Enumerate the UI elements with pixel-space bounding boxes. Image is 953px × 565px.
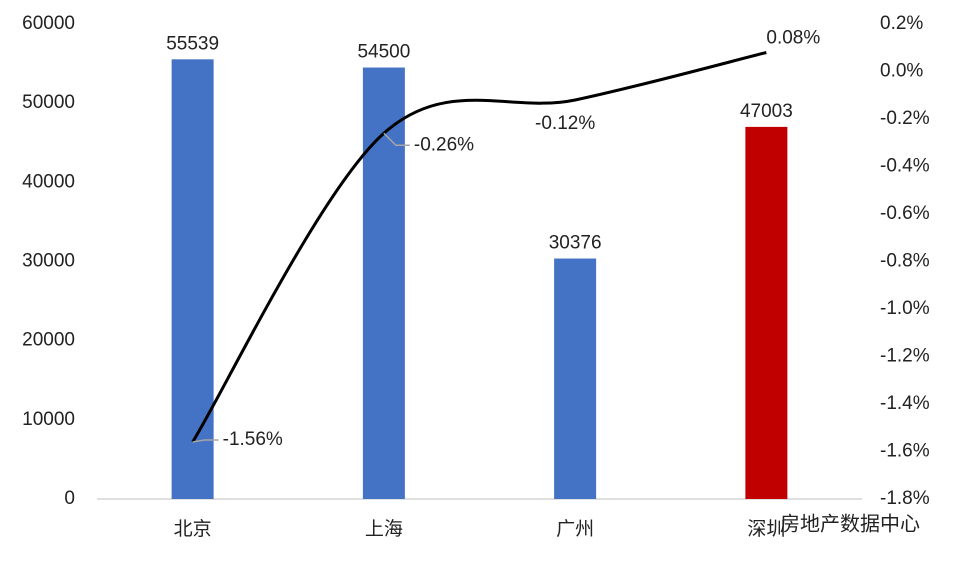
bar — [554, 258, 597, 499]
y2-tick-label: -1.0% — [880, 298, 930, 319]
y2-tick-label: -0.2% — [880, 108, 930, 129]
y2-tick-label: -1.8% — [880, 488, 930, 509]
y2-tick-label: -0.6% — [880, 203, 930, 224]
y-tick-label: 50000 — [22, 92, 75, 113]
watermark: 房地产数据中心 — [780, 512, 920, 535]
y-tick-label: 40000 — [22, 171, 75, 192]
y-tick-label: 0 — [64, 488, 75, 509]
line-label: -0.12% — [535, 113, 595, 134]
bar-label: 54500 — [357, 42, 410, 63]
y2-tick-label: 0.0% — [880, 61, 923, 82]
y-tick-label: 20000 — [22, 330, 75, 351]
line-label: -0.26% — [414, 134, 474, 155]
y-tick-label: 60000 — [22, 13, 75, 34]
y-tick-label: 10000 — [22, 409, 75, 430]
leader-line — [383, 132, 410, 146]
x-tick-label: 广州 — [556, 518, 594, 540]
y-tick-label: 30000 — [22, 251, 75, 272]
y2-tick-label: -0.4% — [880, 156, 930, 177]
bar — [171, 59, 214, 499]
line-label: 0.08% — [766, 28, 820, 49]
bar-label: 47003 — [740, 101, 793, 122]
x-tick-label: 北京 — [174, 518, 212, 540]
bar-label: 30376 — [549, 233, 602, 254]
y2-tick-label: -1.6% — [880, 441, 930, 462]
x-tick-label: 上海 — [365, 518, 403, 540]
y2-tick-label: 0.2% — [880, 13, 923, 34]
x-tick-label: 深圳 — [747, 518, 785, 540]
line — [191, 51, 767, 443]
y2-tick-label: -1.2% — [880, 346, 930, 367]
y2-tick-label: -0.8% — [880, 251, 930, 272]
bar-label: 55539 — [166, 33, 219, 54]
bar — [362, 67, 405, 500]
y2-tick-label: -1.4% — [880, 393, 930, 414]
bar — [745, 126, 788, 499]
line-label: -1.56% — [223, 429, 283, 450]
leader-line — [192, 439, 219, 443]
